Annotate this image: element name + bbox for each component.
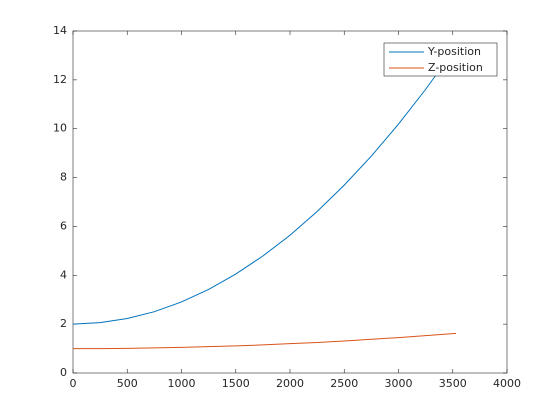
x-tick-label: 2500 bbox=[330, 377, 358, 390]
legend-box bbox=[383, 42, 498, 77]
y-tick-label: 10 bbox=[53, 122, 67, 135]
y-tick-label: 4 bbox=[60, 268, 67, 281]
y-tick-label: 8 bbox=[60, 171, 67, 184]
x-tick-label: 1500 bbox=[222, 377, 250, 390]
line-series bbox=[72, 46, 457, 325]
x-tick-label: 3500 bbox=[439, 377, 467, 390]
x-tick-label: 1000 bbox=[168, 377, 196, 390]
plot-area bbox=[72, 30, 508, 374]
line-series bbox=[73, 332, 457, 350]
legend: Y-position Z-position bbox=[383, 42, 498, 77]
legend-label: Y-position bbox=[427, 45, 481, 58]
x-tick-label: 500 bbox=[117, 377, 138, 390]
y-tick-label: 2 bbox=[60, 317, 67, 330]
y-tick-label: 12 bbox=[53, 73, 67, 86]
y-tick-label: 0 bbox=[60, 366, 67, 379]
x-tick-label: 2000 bbox=[276, 377, 304, 390]
x-tick-label: 4000 bbox=[493, 377, 521, 390]
x-tick-label: 0 bbox=[70, 377, 77, 390]
legend-label: Z-position bbox=[428, 61, 483, 74]
y-tick-label: 6 bbox=[60, 219, 67, 232]
x-tick-label: 3000 bbox=[385, 377, 413, 390]
y-tick-label: 14 bbox=[53, 24, 67, 37]
